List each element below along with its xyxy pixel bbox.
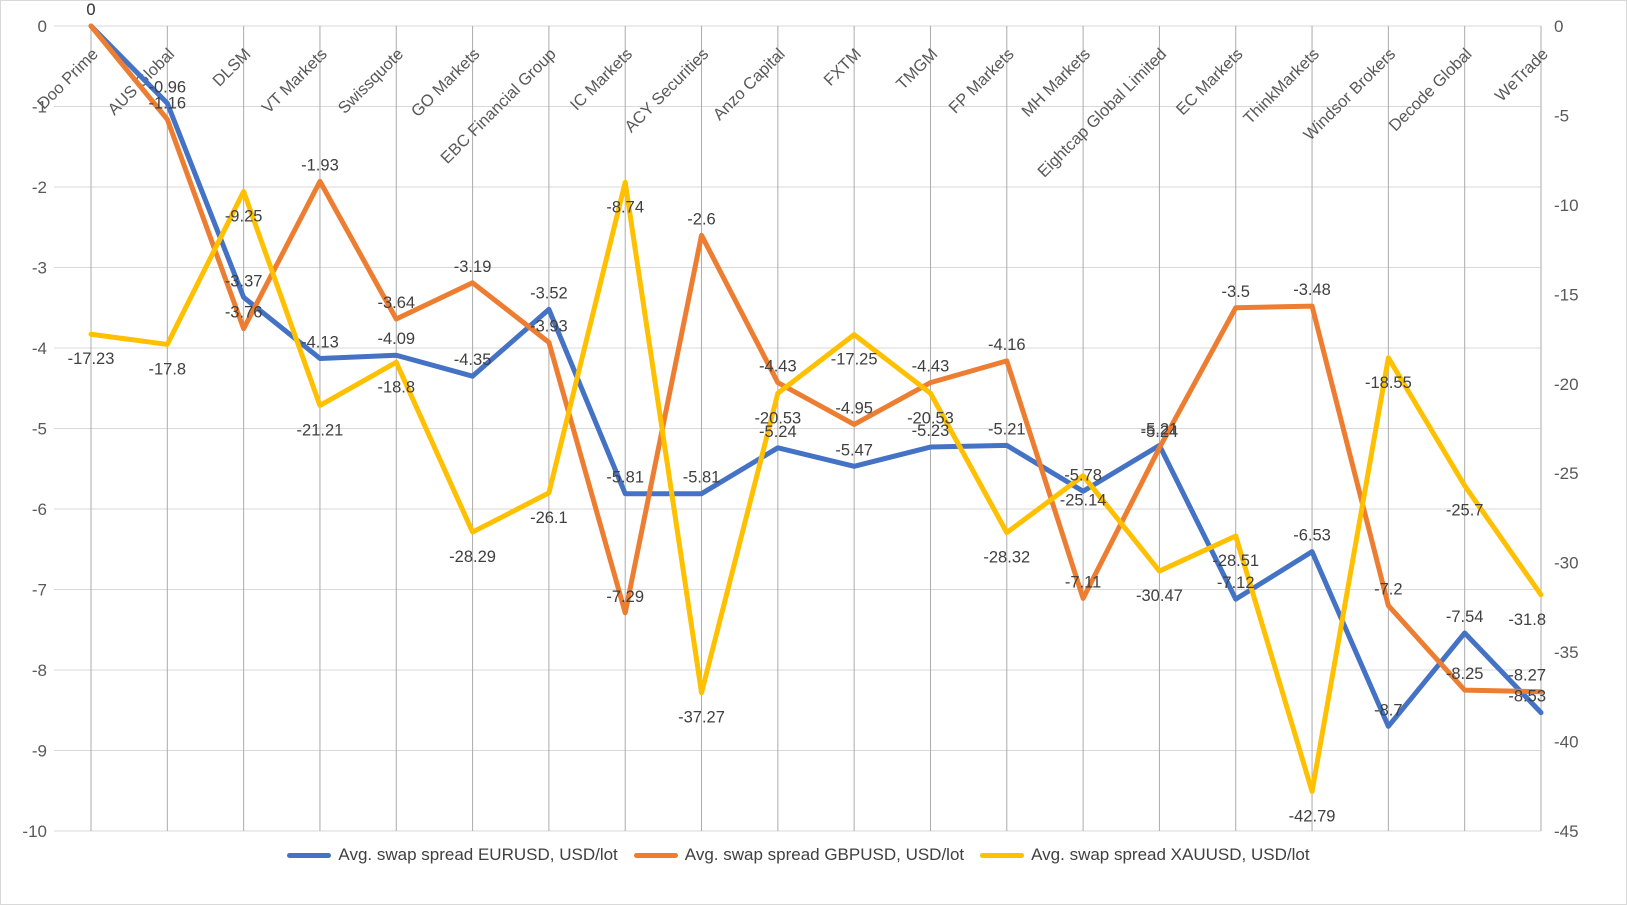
data-label: -28.51 — [1212, 552, 1259, 570]
data-label: -7.11 — [1065, 573, 1101, 591]
data-label: -9.25 — [225, 207, 263, 225]
data-label: -18.55 — [1365, 374, 1412, 392]
right-axis-tick-label: -35 — [1554, 643, 1579, 662]
data-label: -5.21 — [988, 420, 1026, 438]
data-label: -3.37 — [225, 272, 263, 290]
data-label: -1.16 — [149, 94, 187, 112]
data-label: -3.19 — [454, 258, 492, 276]
category-label: Doo Prime — [34, 45, 102, 113]
data-label: -5.21 — [1141, 420, 1179, 438]
left-axis-tick-label: -4 — [32, 339, 47, 358]
data-label: -20.53 — [754, 409, 801, 427]
left-axis-tick-label: -5 — [32, 420, 47, 439]
right-axis-tick-label: -40 — [1554, 733, 1579, 752]
data-label: -7.2 — [1374, 581, 1402, 599]
right-axis-tick-label: -5 — [1554, 106, 1569, 125]
data-label: -3.93 — [530, 317, 568, 335]
category-label: ThinkMarkets — [1240, 45, 1323, 128]
data-label: -17.25 — [831, 351, 878, 369]
data-label: -31.8 — [1508, 611, 1546, 629]
data-label: -8.74 — [606, 198, 644, 216]
data-label: -5.81 — [606, 469, 644, 487]
data-label: -5.81 — [683, 469, 721, 487]
category-label: GO Markets — [408, 45, 484, 121]
data-label: -5.24 — [759, 423, 797, 441]
right-axis-tick-label: -25 — [1554, 464, 1579, 483]
data-label: 0 — [86, 1, 95, 19]
data-label: -7.29 — [606, 588, 644, 606]
gbpusd-line — [88, 23, 1544, 695]
eurusd-line — [88, 23, 1544, 729]
right-axis-tick-label: 0 — [1554, 17, 1563, 36]
left-axis-tick-label: -9 — [32, 742, 47, 761]
data-label: -20.53 — [907, 409, 954, 427]
data-label: -4.43 — [759, 358, 797, 376]
data-label: -7.12 — [1217, 574, 1255, 592]
category-label: DLSM — [209, 45, 254, 90]
data-label: -30.47 — [1136, 587, 1183, 605]
left-axis-tick-label: -3 — [32, 259, 47, 278]
left-axis-tick-label: 0 — [38, 17, 47, 36]
data-label: -4.16 — [988, 336, 1026, 354]
data-label: -3.76 — [225, 304, 263, 322]
right-axis-tick-label: -10 — [1554, 196, 1579, 215]
data-label: -17.8 — [149, 360, 187, 378]
left-axis-tick-label: -8 — [32, 661, 47, 680]
category-label: TMGM — [893, 45, 941, 93]
data-label: -3.64 — [377, 294, 415, 312]
data-label: -28.29 — [449, 548, 496, 566]
right-axis-tick-label: -20 — [1554, 375, 1579, 394]
right-axis-tick-label: -45 — [1554, 822, 1579, 841]
data-label: -21.21 — [297, 421, 344, 439]
data-label: -3.5 — [1222, 283, 1250, 301]
data-label: -6.53 — [1293, 527, 1331, 545]
data-label: -18.8 — [377, 378, 415, 396]
data-label: -37.27 — [678, 709, 725, 727]
left-axis-tick-label: -2 — [32, 178, 47, 197]
data-label: -5.47 — [835, 441, 873, 459]
data-label: -8.53 — [1508, 688, 1546, 706]
data-label: -0.96 — [149, 78, 187, 96]
category-label: MH Markets — [1018, 45, 1094, 121]
category-label: FXTM — [820, 45, 864, 89]
data-label: -2.6 — [687, 210, 715, 228]
data-label: -25.14 — [1060, 492, 1107, 510]
data-label: -42.79 — [1289, 807, 1336, 825]
category-label: Eightcap Global Limited — [1034, 45, 1170, 181]
data-label: -8.25 — [1446, 665, 1484, 683]
data-label: -4.43 — [912, 358, 950, 376]
data-label: -8.7 — [1374, 701, 1402, 719]
data-label: -28.32 — [983, 549, 1030, 567]
data-label: -5.23 — [912, 422, 950, 440]
data-label: -4.13 — [301, 333, 339, 351]
category-label: Anzo Capital — [710, 45, 789, 124]
data-label: -4.35 — [454, 351, 492, 369]
data-label: -26.1 — [530, 509, 568, 527]
data-label: -3.48 — [1293, 281, 1331, 299]
data-label: 0 — [86, 1, 95, 19]
data-label: -5.24 — [1141, 423, 1179, 441]
right-axis-tick-label: -30 — [1554, 554, 1579, 573]
left-axis-tick-label: -10 — [22, 822, 47, 841]
data-label: -5.78 — [1064, 466, 1102, 484]
data-label: -3.52 — [530, 284, 568, 302]
category-label: Decode Global — [1386, 45, 1476, 135]
data-label: -8.27 — [1508, 667, 1546, 685]
data-label: -1.93 — [301, 156, 339, 174]
left-axis-tick-label: -1 — [32, 98, 47, 117]
data-label: -4.09 — [377, 330, 415, 348]
data-label: -25.7 — [1446, 502, 1484, 520]
left-axis-tick-label: -7 — [32, 581, 47, 600]
data-label: -17.23 — [68, 350, 115, 368]
category-label: WeTrade — [1492, 45, 1552, 105]
left-axis-tick-label: -6 — [32, 500, 47, 519]
data-label: -4.95 — [835, 399, 873, 417]
right-axis-tick-label: -15 — [1554, 285, 1579, 304]
data-label: -7.54 — [1446, 608, 1484, 626]
xauusd-line — [88, 179, 1544, 794]
